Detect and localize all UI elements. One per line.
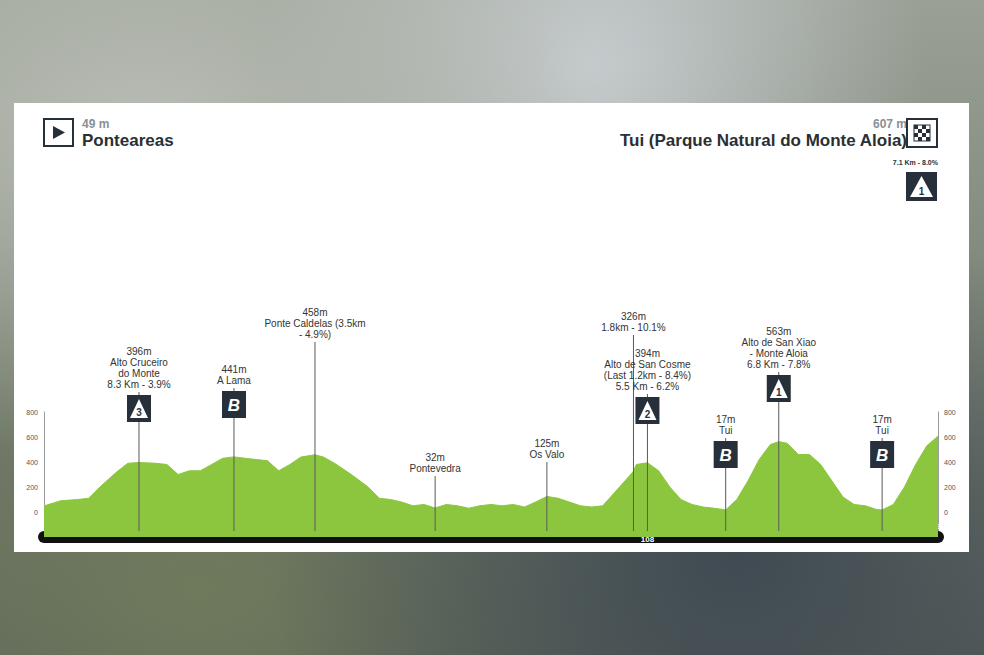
svg-text:1.8km - 10.1%: 1.8km - 10.1% (601, 322, 666, 333)
svg-text:400: 400 (26, 459, 38, 466)
svg-text:200: 200 (944, 484, 956, 491)
svg-text:0: 0 (944, 509, 948, 516)
svg-text:8.3 Km - 3.9%: 8.3 Km - 3.9% (107, 379, 170, 390)
svg-text:563m: 563m (766, 326, 791, 337)
svg-text:17m: 17m (716, 414, 735, 425)
svg-text:B: B (228, 396, 240, 415)
svg-text:394m: 394m (635, 348, 660, 359)
svg-text:17m: 17m (872, 414, 891, 425)
svg-text:441m: 441m (221, 364, 246, 375)
html-text:Ponteareas: Ponteareas (82, 131, 174, 150)
svg-text:108: 108 (640, 534, 655, 544)
svg-text:B: B (876, 446, 888, 465)
svg-text:Tui: Tui (875, 425, 889, 436)
svg-text:800: 800 (26, 409, 38, 416)
svg-text:600: 600 (944, 434, 956, 441)
svg-text:458m: 458m (302, 307, 327, 318)
svg-text:3: 3 (136, 407, 142, 418)
svg-text:- Monte Aloia: - Monte Aloia (750, 348, 809, 359)
svg-text:326m: 326m (621, 311, 646, 322)
svg-text:Os Valo: Os Valo (529, 449, 564, 460)
svg-text:do Monte: do Monte (118, 368, 160, 379)
svg-text:32m: 32m (425, 452, 444, 463)
svg-text:5.5 Km - 6.2%: 5.5 Km - 6.2% (616, 381, 679, 392)
svg-text:6.8 Km - 7.8%: 6.8 Km - 7.8% (747, 359, 810, 370)
svg-text:800: 800 (944, 409, 956, 416)
svg-text:Ponte Caldelas (3.5km: Ponte Caldelas (3.5km (264, 318, 365, 329)
svg-text:Alto de San Xiao: Alto de San Xiao (742, 337, 817, 348)
svg-text:Tui: Tui (719, 425, 733, 436)
svg-text:600: 600 (26, 434, 38, 441)
html-text:1: 1 (918, 186, 925, 197)
html-text:Tui (Parque Natural do Monte A: Tui (Parque Natural do Monte Aloia) (619, 131, 907, 150)
svg-text:A Lama: A Lama (217, 375, 251, 386)
svg-text:396m: 396m (126, 346, 151, 357)
svg-text:1: 1 (776, 387, 782, 398)
svg-text:2: 2 (645, 409, 651, 420)
svg-text:200: 200 (26, 484, 38, 491)
svg-text:B: B (720, 446, 732, 465)
svg-text:Alto de San Cosme: Alto de San Cosme (604, 359, 691, 370)
html-text:7.1 Km - 8.0%: 7.1 Km - 8.0% (892, 159, 938, 166)
svg-text:160: 160 (931, 521, 945, 531)
svg-text:Pontevedra: Pontevedra (410, 463, 462, 474)
svg-text:Alto Cruceiro: Alto Cruceiro (110, 357, 168, 368)
svg-text:(Last 1.2km - 8.4%): (Last 1.2km - 8.4%) (604, 370, 691, 381)
svg-text:- 4.9%): - 4.9%) (299, 329, 331, 340)
html-text:49 m: 49 m (82, 117, 110, 131)
svg-text:400: 400 (944, 459, 956, 466)
svg-text:0: 0 (34, 509, 38, 516)
html-text:607 m: 607 m (873, 117, 907, 131)
svg-text:125m: 125m (534, 438, 559, 449)
